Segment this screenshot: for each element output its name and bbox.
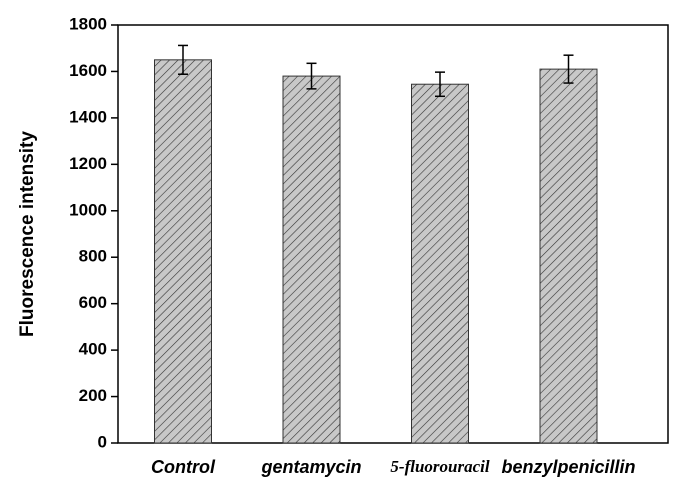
y-tick-label: 0 [98,432,107,451]
bar [154,59,212,444]
y-tick-label: 200 [79,386,107,405]
y-tick-label: 1200 [69,154,107,173]
y-tick-label: 800 [79,247,107,266]
plot-frame [117,24,669,444]
bar [411,83,469,444]
bar [539,68,598,444]
y-tick-label: 1000 [69,200,107,219]
y-tick-label: 1600 [69,61,107,80]
x-tick-label: gentamycin [260,457,361,477]
bar [282,75,341,444]
y-axis-label: Fluorescence intensity [17,131,38,337]
x-tick-label: 5-fluorouracil [390,457,489,476]
y-tick-label: 400 [79,340,107,359]
y-tick-label: 1800 [69,14,107,33]
x-tick-label: benzylpenicillin [501,457,635,477]
y-tick-label: 600 [79,293,107,312]
x-tick-label: Control [151,457,216,477]
y-tick-label: 1400 [69,107,107,126]
